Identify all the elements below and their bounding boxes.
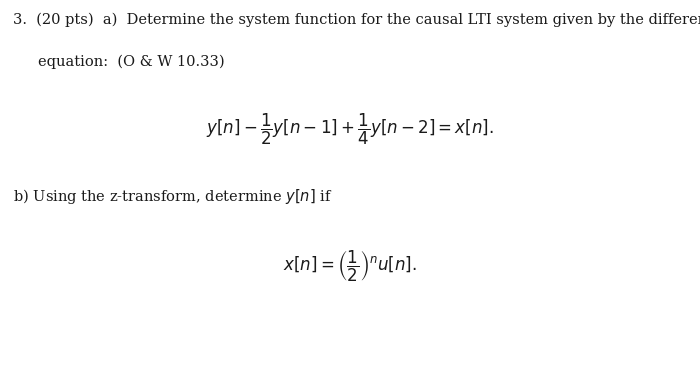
- Text: b) Using the z-transform, determine $y[n]$ if: b) Using the z-transform, determine $y[n…: [13, 187, 332, 206]
- Text: equation:  (O & W 10.33): equation: (O & W 10.33): [38, 54, 225, 68]
- Text: $x[n] = \left(\dfrac{1}{2}\right)^{n} u[n].$: $x[n] = \left(\dfrac{1}{2}\right)^{n} u[…: [283, 249, 417, 284]
- Text: 3.  (20 pts)  a)  Determine the system function for the causal LTI system given : 3. (20 pts) a) Determine the system func…: [13, 13, 700, 27]
- Text: $y[n] - \dfrac{1}{2}y[n-1] + \dfrac{1}{4}y[n-2] = x[n].$: $y[n] - \dfrac{1}{2}y[n-1] + \dfrac{1}{4…: [206, 112, 494, 147]
